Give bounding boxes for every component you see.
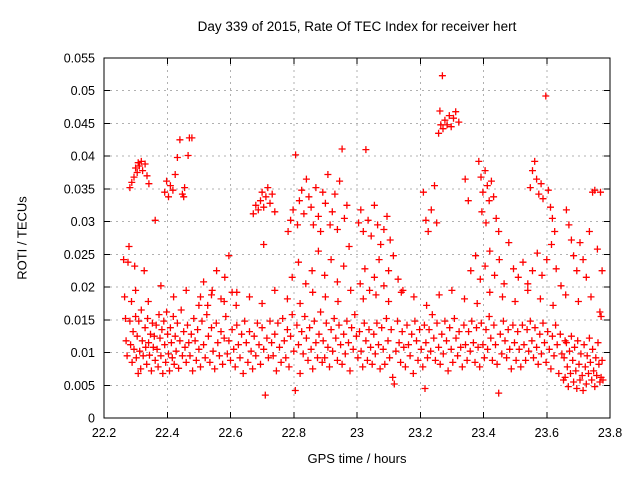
y-tick-label: 0.05 bbox=[71, 84, 95, 98]
x-tick-label: 23.8 bbox=[598, 426, 622, 440]
x-tick-label: 22.4 bbox=[155, 426, 179, 440]
y-tick-label: 0.01 bbox=[71, 346, 95, 360]
x-tick-label: 23.6 bbox=[535, 426, 559, 440]
x-tick-label: 23.4 bbox=[471, 426, 495, 440]
x-axis-label: GPS time / hours bbox=[307, 451, 407, 466]
x-tick-label: 23 bbox=[350, 426, 364, 440]
x-tick-label: 22.8 bbox=[282, 426, 306, 440]
y-tick-label: 0.055 bbox=[64, 52, 95, 66]
scatter-points bbox=[120, 72, 607, 399]
x-tick-label: 22.6 bbox=[218, 426, 242, 440]
y-tick-label: 0.025 bbox=[64, 248, 95, 262]
y-tick-label: 0 bbox=[88, 412, 95, 426]
y-tick-label: 0.005 bbox=[64, 379, 95, 393]
x-tick-label: 22.2 bbox=[92, 426, 116, 440]
y-tick-label: 0.035 bbox=[64, 182, 95, 196]
y-tick-label: 0.03 bbox=[71, 215, 95, 229]
x-tick-label: 23.2 bbox=[408, 426, 432, 440]
y-tick-label: 0.015 bbox=[64, 313, 95, 327]
y-tick-label: 0.04 bbox=[71, 150, 95, 164]
chart-title: Day 339 of 2015, Rate Of TEC Index for r… bbox=[197, 19, 517, 34]
y-tick-label: 0.045 bbox=[64, 117, 95, 131]
y-tick-label: 0.02 bbox=[71, 281, 95, 295]
